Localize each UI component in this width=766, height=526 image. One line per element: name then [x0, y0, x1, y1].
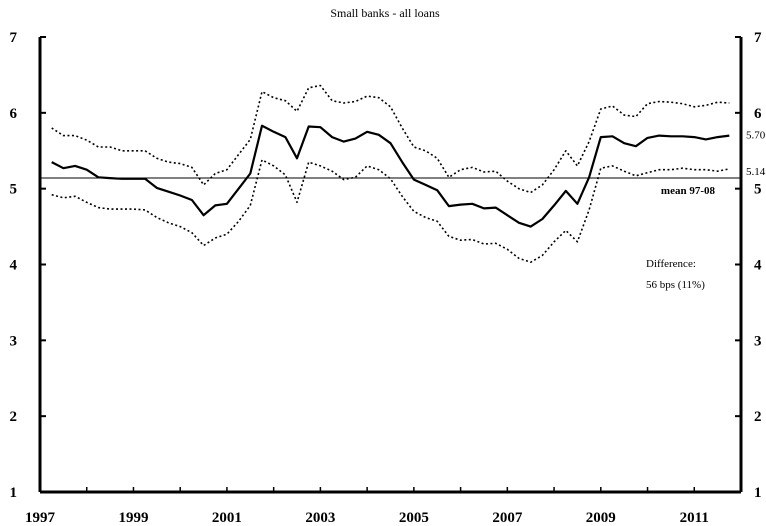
series-central [51, 124, 730, 228]
y-tick-label-right: 5 [754, 182, 762, 198]
x-tick-label: 2009 [586, 510, 616, 526]
y-tick-label-right: 2 [754, 409, 762, 425]
x-tick-label: 2001 [212, 510, 242, 526]
x-tick-label: 1997 [25, 510, 56, 526]
y-tick-label-left: 4 [10, 258, 18, 274]
difference-label: Difference: [646, 258, 696, 270]
mean-value-label: 5.14 [746, 166, 766, 178]
y-tick-label-left: 2 [10, 409, 18, 425]
y-tick-label-right: 6 [754, 106, 762, 122]
y-tick-label-right: 3 [754, 333, 762, 349]
y-tick-label-right: 7 [754, 30, 762, 46]
series-upper-band [51, 84, 730, 194]
tick-labels: 1 1 2 2 3 3 4 4 5 5 6 6 7 7 1997 1999 2001 2003 2005 2007 20… [10, 30, 763, 526]
y-tick-label-right: 1 [754, 485, 762, 501]
last-value-label: 5.70 [746, 130, 766, 142]
x-tick-label: 2005 [399, 510, 429, 526]
difference-value: 56 bps (11%) [646, 279, 705, 291]
y-tick-label-left: 3 [10, 333, 18, 349]
x-tick-label: 2003 [305, 510, 335, 526]
y-tick-label-left: 6 [10, 106, 18, 122]
axes [38, 36, 743, 494]
y-tick-label-right: 4 [754, 258, 762, 274]
x-tick-label: 1999 [118, 510, 148, 526]
mean-label: mean 97-08 [661, 185, 716, 197]
x-tick-label: 2011 [680, 510, 709, 526]
y-tick-label-left: 5 [10, 182, 18, 198]
y-tick-label-left: 7 [10, 30, 18, 46]
chart-title: Small banks - all loans [330, 6, 440, 20]
series-lower-band [51, 159, 730, 264]
series-lines [51, 84, 730, 264]
x-tick-label: 2007 [492, 510, 523, 526]
y-tick-label-left: 1 [10, 485, 18, 501]
